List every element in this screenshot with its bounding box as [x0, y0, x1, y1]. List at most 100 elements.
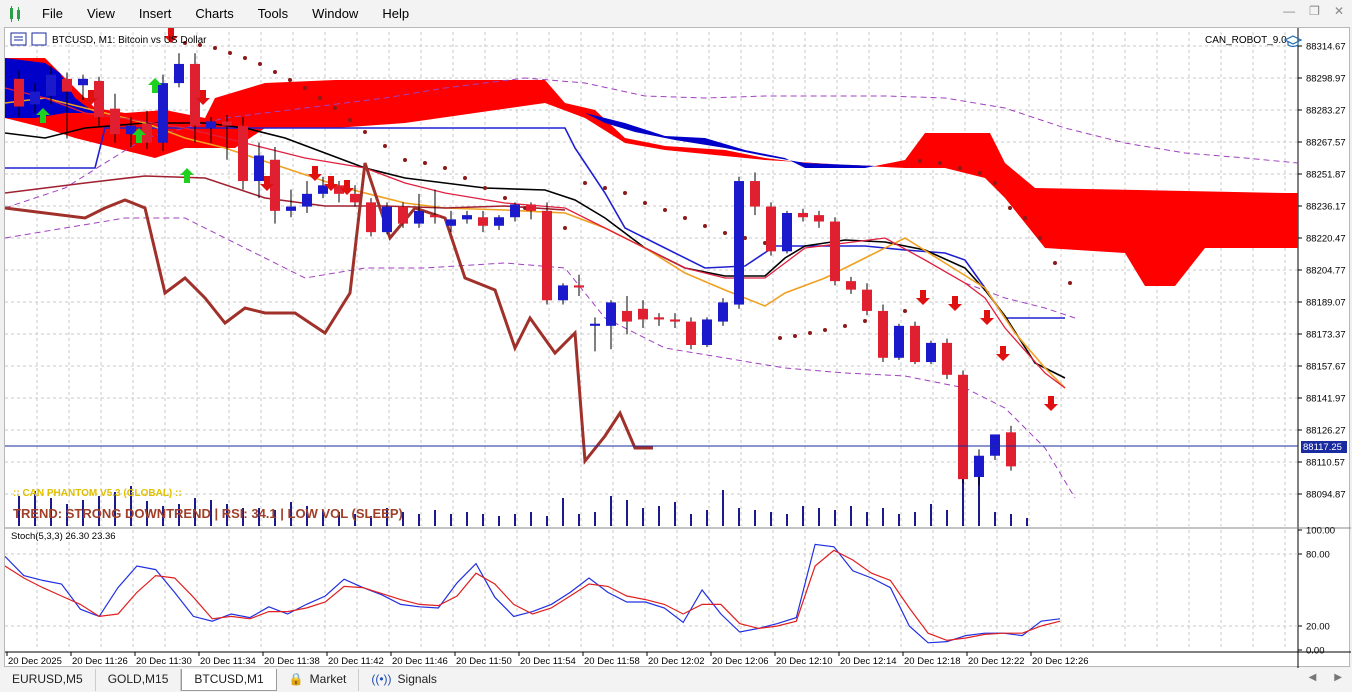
candle-body	[558, 285, 568, 301]
down-arrow-icon	[260, 176, 274, 191]
sar-dot	[683, 216, 687, 220]
menu-bar: File View Insert Charts Tools Window Help — ❐ …	[0, 0, 1352, 27]
menu-charts[interactable]: Charts	[195, 6, 234, 21]
candle-body	[110, 108, 120, 135]
sar-dot	[938, 161, 942, 165]
menu-tools[interactable]: Tools	[257, 6, 289, 21]
chart-canvas[interactable]: 88314.67 88298.97 88283.27 88267.57 88251.87…	[4, 28, 1351, 668]
window-controls: — ❐ ✕	[1283, 4, 1344, 18]
candle-body	[622, 310, 632, 322]
candle-body	[590, 323, 600, 326]
restore-icon[interactable]: ❐	[1309, 4, 1320, 18]
tab-gold[interactable]: GOLD,M15	[96, 669, 182, 691]
time-tick-label: 20 Dec 11:26	[72, 656, 128, 667]
sar-dot	[288, 78, 292, 82]
candle-body	[782, 212, 792, 252]
candle-body	[638, 308, 648, 320]
sar-dot	[463, 176, 467, 180]
chart-template-icon[interactable]	[31, 32, 47, 46]
cloud-red-area	[5, 58, 1298, 286]
menu-insert[interactable]: Insert	[138, 6, 172, 21]
tab-signals[interactable]: ((•)) Signals	[359, 669, 449, 691]
candle-body	[894, 325, 904, 358]
time-tick-label: 20 Dec 11:30	[136, 656, 192, 667]
candle-body	[862, 289, 872, 311]
sar-dot	[778, 336, 782, 340]
up-arrow-icon	[148, 78, 162, 93]
sar-dot	[623, 191, 627, 195]
menu-help[interactable]: Help	[382, 6, 410, 21]
base-line	[5, 127, 1065, 319]
scroll-left-icon[interactable]: ◀	[1308, 672, 1317, 683]
sar-dot	[958, 166, 962, 170]
candle-body	[798, 212, 808, 218]
time-tick-label: 20 Dec 11:34	[200, 656, 256, 667]
candle-body	[62, 78, 72, 92]
menu-window[interactable]: Window	[312, 6, 359, 21]
sar-dot	[863, 319, 867, 323]
chart-window[interactable]: 88314.67 88298.97 88283.27 88267.57 88251.87…	[4, 27, 1351, 668]
signal-icon: ((•))	[371, 672, 392, 686]
upper-band	[4, 77, 1299, 209]
candle-body	[606, 302, 616, 326]
sar-dot	[423, 161, 427, 165]
sar-dot	[993, 181, 997, 185]
time-tick-label: 20 Dec 11:50	[456, 656, 512, 667]
candle-body	[126, 125, 136, 135]
candle-body	[766, 206, 776, 252]
time-tick-label: 20 Dec 12:10	[776, 656, 833, 667]
time-tick-label: 20 Dec 12:02	[648, 656, 705, 667]
candle-body	[686, 321, 696, 346]
sar-dot	[318, 96, 322, 100]
time-tick-label: 20 Dec 11:58	[584, 656, 640, 667]
candle-body	[750, 181, 760, 207]
sar-dot	[348, 118, 352, 122]
scroll-right-icon[interactable]: ▶	[1334, 672, 1342, 683]
candle-body	[286, 206, 296, 211]
menu-file[interactable]: File	[42, 6, 63, 21]
price-tick-label: 88267.57	[1306, 138, 1346, 149]
stoch-main-line	[4, 543, 1061, 644]
time-axis: 20 Dec 2025 20 Dec 11:26 20 Dec 11:30 20 De…	[6, 652, 1089, 667]
stoch-tick-label: 20.00	[1306, 622, 1330, 633]
down-arrow-icon	[916, 290, 930, 305]
candle-body	[174, 63, 184, 84]
sar-dot	[663, 208, 667, 212]
rsi-line	[4, 162, 653, 465]
candle-body	[574, 285, 584, 288]
sar-dot	[703, 224, 707, 228]
tab-market[interactable]: 🔒 Market	[277, 669, 360, 691]
moving-averages	[4, 87, 1066, 389]
price-tick-label: 88220.47	[1306, 234, 1346, 245]
tab-btcusd[interactable]: BTCUSD,M1	[181, 669, 277, 691]
stoch-tick-label: 80.00	[1306, 550, 1330, 561]
app-chart-icon[interactable]	[0, 0, 30, 27]
sar-dot	[643, 201, 647, 205]
candle-body	[830, 221, 840, 282]
chart-list-icon[interactable]	[10, 32, 27, 46]
candle-body	[366, 202, 376, 233]
up-arrow-icon	[180, 168, 194, 183]
price-tick-label: 88189.07	[1306, 298, 1346, 309]
sar-dot	[183, 41, 187, 45]
signal-ma	[4, 87, 1066, 389]
menu-view[interactable]: View	[86, 6, 115, 21]
sar-dot	[243, 56, 247, 60]
time-tick-label: 20 Dec 11:42	[328, 656, 384, 667]
price-tick-label: 88204.77	[1306, 266, 1346, 277]
current-price: 88117.25	[1303, 442, 1342, 453]
time-tick-label: 20 Dec 11:54	[520, 656, 576, 667]
close-icon[interactable]: ✕	[1333, 4, 1344, 18]
candle-body	[238, 125, 248, 182]
volume-bars	[18, 476, 1028, 526]
minimize-icon[interactable]: —	[1283, 4, 1296, 18]
sar-dot	[1038, 236, 1042, 240]
tab-scroll[interactable]: ◀ ▶	[1309, 672, 1342, 683]
sar-dot	[443, 166, 447, 170]
price-tick-label: 88173.37	[1306, 330, 1346, 341]
tab-eurusd[interactable]: EURUSD,M5	[0, 669, 96, 691]
candle-body	[478, 217, 488, 226]
down-arrow-icon	[164, 28, 178, 43]
price-tick-label: 88251.87	[1306, 170, 1346, 181]
candle-body	[302, 193, 312, 207]
